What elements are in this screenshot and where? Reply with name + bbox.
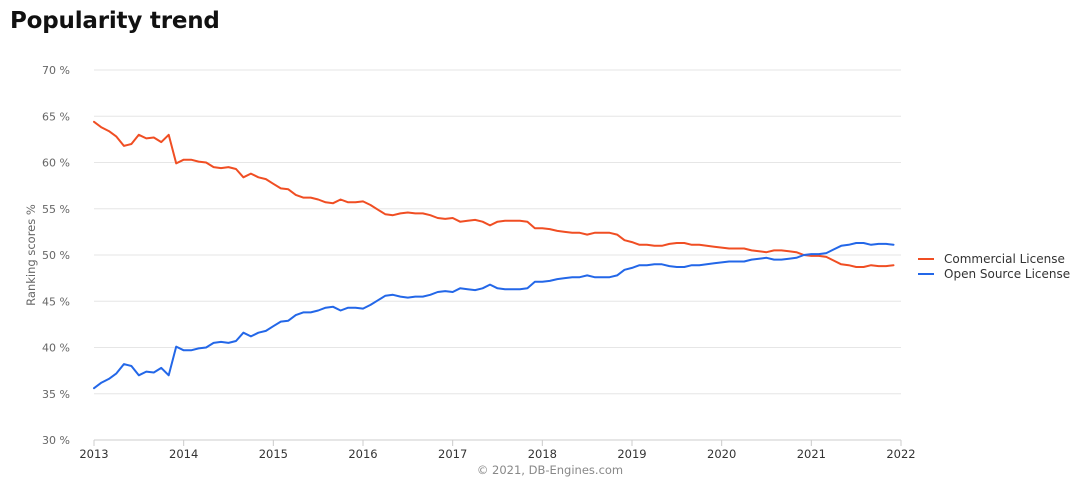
y-tick-label: 55 %: [42, 203, 70, 216]
x-tick-label: 2019: [617, 447, 646, 461]
x-tick-label: 2021: [797, 447, 826, 461]
legend-item-commercial-license[interactable]: Commercial License: [918, 252, 1065, 266]
y-tick-label: 65 %: [42, 110, 70, 123]
series-line-open-source-license[interactable]: [93, 242, 895, 390]
y-tick-label: 45 %: [42, 295, 70, 308]
x-tick-label: 2018: [528, 447, 557, 461]
x-tick-label: 2017: [438, 447, 467, 461]
page-title: Popularity trend: [10, 8, 220, 34]
y-tick-label: 70 %: [42, 64, 70, 77]
legend-label-commercial-license: Commercial License: [944, 252, 1065, 266]
y-tick-label: 35 %: [42, 388, 70, 401]
chart-series: [93, 120, 895, 390]
x-tick-label: 2022: [886, 447, 915, 461]
y-tick-label: 30 %: [42, 434, 70, 447]
series-line-commercial-license[interactable]: [93, 120, 895, 268]
x-tick-label: 2016: [348, 447, 377, 461]
y-axis-title: Ranking scores %: [24, 204, 38, 306]
x-tick-label: 2013: [79, 447, 108, 461]
legend-item-open-source-license[interactable]: Open Source License: [918, 267, 1070, 281]
chart-legend: Commercial License Open Source License: [918, 252, 1070, 281]
chart-credit[interactable]: © 2021, DB-Engines.com: [477, 463, 623, 477]
legend-label-open-source-license: Open Source License: [944, 267, 1070, 281]
y-tick-label: 40 %: [42, 342, 70, 355]
x-tick-label: 2015: [259, 447, 288, 461]
y-axis-tick-labels: 30 % 35 % 40 % 45 % 50 % 55 % 60 % 65 % 70 %: [42, 64, 70, 447]
x-tick-label: 2014: [169, 447, 198, 461]
chart-gridlines: [94, 69, 901, 395]
y-tick-label: 60 %: [42, 157, 70, 170]
y-tick-label: 50 %: [42, 249, 70, 262]
x-axis: 2013 2014 2015 2016 2017 2018 2019 2020 2021 2022: [79, 439, 916, 461]
x-tick-label: 2020: [707, 447, 736, 461]
